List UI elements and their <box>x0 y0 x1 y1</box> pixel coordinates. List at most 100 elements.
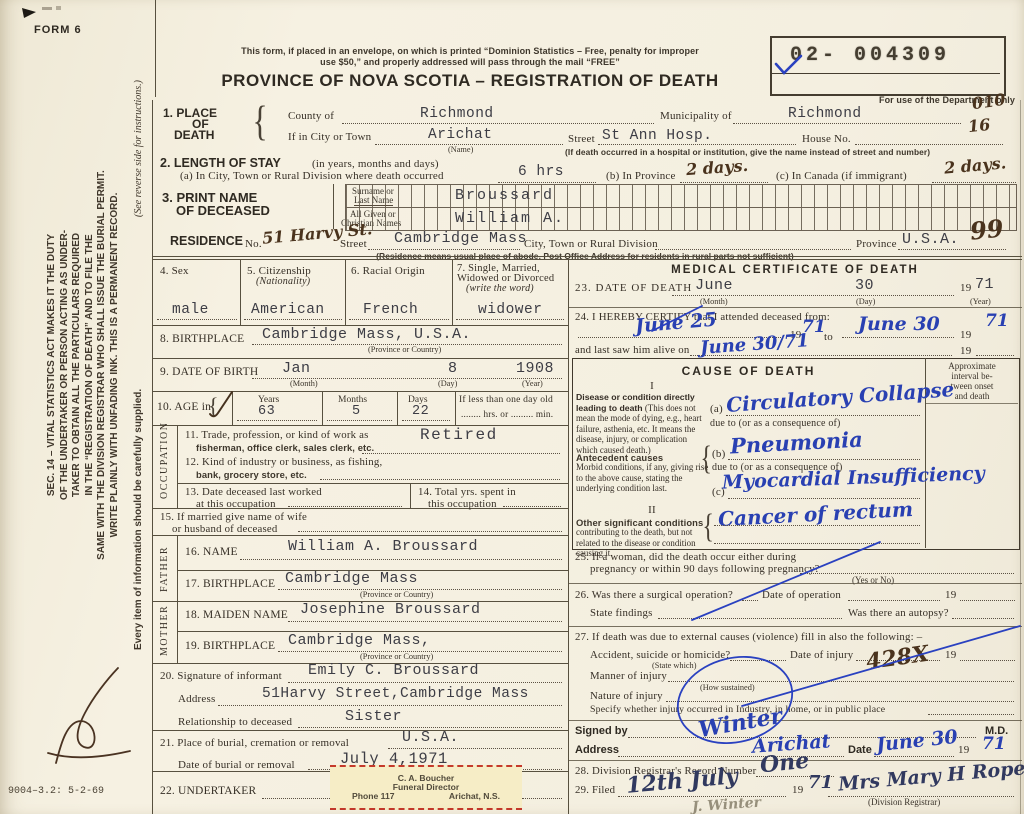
s2c-line <box>932 181 1016 183</box>
father-name-line <box>240 558 562 560</box>
cod-other-label: Other significant conditions <box>576 517 704 528</box>
cod-part1: I <box>650 380 654 392</box>
column-divider <box>568 259 569 814</box>
burial-place-value: U.S.A. <box>402 729 460 746</box>
m26-dots2 <box>848 599 940 601</box>
row-line <box>152 391 568 392</box>
interval-label4: and death <box>954 391 990 401</box>
sidebar-line: WRITE PLAINLY WITH UNFADING INK. THIS IS… <box>108 192 120 538</box>
cell-line <box>177 601 178 663</box>
cell-line <box>177 535 178 601</box>
age-years: 63 <box>258 404 276 419</box>
row-line <box>152 535 568 536</box>
undertaker-stamp-phone: Phone 117 <box>352 791 395 801</box>
citizenship-note: (Nationality) <box>256 276 311 287</box>
row-line <box>152 358 568 359</box>
s14-line1: 14. Total yrs. spent in <box>418 486 516 498</box>
row-line <box>152 601 568 602</box>
citizenship-label: 5. Citizenship <box>247 265 311 277</box>
dob-month: Jan <box>282 360 311 377</box>
m27-code-value: 428X <box>864 640 931 676</box>
residence-city-label: City, Town or Rural Division <box>524 238 658 250</box>
county-label: County of <box>288 110 335 122</box>
county-line <box>342 122 654 124</box>
record-number-value: One <box>758 747 811 779</box>
marital-line <box>456 318 564 320</box>
s2a-line <box>498 181 596 183</box>
m23-label: 23. DATE OF DEATH <box>575 282 693 294</box>
age-months-label: Months <box>338 395 368 405</box>
house-no-value: 16 <box>967 114 992 137</box>
racial-origin-label: 6. Racial Origin <box>351 265 425 277</box>
relationship-value: Sister <box>345 708 403 725</box>
dob-day-label: (Day) <box>438 379 458 388</box>
m24-year19c: 19 <box>960 345 972 357</box>
death-year: 71 <box>975 276 995 293</box>
municipality-label: Municipality of <box>660 110 732 122</box>
row-line <box>152 730 568 731</box>
m25-line2: pregnancy or within 90 days following pr… <box>590 563 820 575</box>
cell-line <box>452 259 453 325</box>
m23-year-label: (Year) <box>970 297 991 306</box>
cell-line <box>455 391 456 425</box>
street-label: Street <box>568 133 595 145</box>
s2c-value: 2 days. <box>943 153 1007 178</box>
undertaker-stamp-title: Funeral Director <box>392 782 460 792</box>
father-birthplace-label: 17. BIRTHPLACE <box>185 578 276 590</box>
dept-only-note: For use of the Department only <box>878 95 1015 105</box>
given-name-grid <box>345 207 1017 231</box>
s1-of: OF <box>192 117 209 131</box>
s11-line1: 11. Trade, profession, or kind of work a… <box>185 429 369 441</box>
s15-line2: or husband of deceased <box>172 523 278 535</box>
m27-line2b: Date of injury <box>790 649 854 661</box>
m28-label: 28. Division Registrar's Record Number <box>575 765 757 777</box>
m24-line4 <box>976 354 1014 356</box>
birthplace-label: 8. BIRTHPLACE <box>160 333 245 345</box>
cod-a-line <box>726 414 920 416</box>
residence-no-label: No. <box>245 238 262 250</box>
m27-dots4 <box>668 680 1014 682</box>
age-years-line <box>237 419 317 421</box>
marital-note: (write the word) <box>466 283 534 294</box>
m27-dots5 <box>666 700 1014 702</box>
sidebar-legal-text: SEC. 14 – VITAL STATISTICS ACT MAKES IT … <box>46 80 144 650</box>
s2a-value: 6 hrs <box>518 164 565 180</box>
s14-line <box>503 505 561 507</box>
cod-due-a: due to (or as a consequence of) <box>710 418 841 429</box>
cod-title: CAUSE OF DEATH <box>681 364 816 378</box>
m27-dots3 <box>960 659 1015 661</box>
m26-line2a: State findings <box>590 607 653 619</box>
informant-address-label: Address <box>178 693 216 705</box>
form-left-border <box>152 100 153 814</box>
racial-origin-value: French <box>363 302 419 318</box>
m26-dots3 <box>960 599 1015 601</box>
residence-province-value: U.S.A. <box>902 231 960 248</box>
division-registrar-note: (Division Registrar) <box>868 797 941 807</box>
father-name-label: 16. NAME <box>185 546 238 558</box>
form-number: FORM 6 <box>34 24 82 36</box>
filed-year-value: 71 <box>808 772 834 793</box>
sidebar-line: OF THE UNDERTAKER OR PERSON ACTING AS UN… <box>58 229 70 501</box>
county-value: Richmond <box>420 106 494 122</box>
dob-month-label: (Month) <box>290 379 318 388</box>
residence-label: RESIDENCE <box>170 234 243 248</box>
residence-division-line <box>655 248 851 250</box>
m29-year19: 19 <box>792 784 804 796</box>
sex-label: 4. Sex <box>160 265 189 277</box>
double-rule-2 <box>152 259 1022 260</box>
m26-year19: 19 <box>945 589 957 601</box>
municipality-line <box>733 122 961 124</box>
age-days-line <box>402 419 450 421</box>
undertaker-stamp: C. A. Boucher Funeral Director Phone 117… <box>330 765 522 810</box>
residence-city-value: Cambridge Mass <box>394 230 528 247</box>
m23-day-label: (Day) <box>856 297 876 306</box>
birthplace-line <box>252 343 562 345</box>
s3-num2: OF DECEASED <box>176 203 270 218</box>
cell-line <box>177 425 178 508</box>
given-name-value: William A. <box>455 210 566 227</box>
cell-line <box>232 391 233 425</box>
mail-note-line1: This form, if placed in an envelope, on … <box>241 46 699 56</box>
m27-how-sustained-note: (How sustained) <box>700 683 755 692</box>
m25-line1: 25. If a woman, did the death occur eith… <box>575 551 797 563</box>
